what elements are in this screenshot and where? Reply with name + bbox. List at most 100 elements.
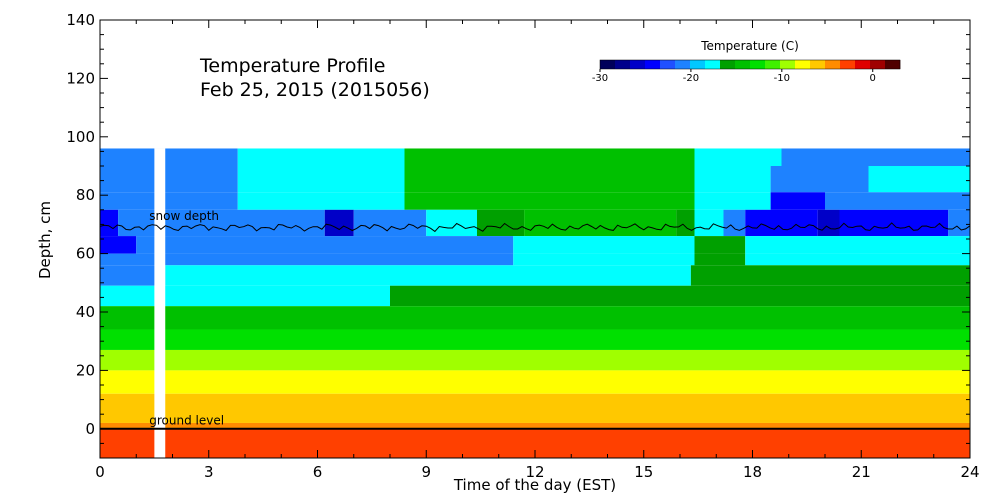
- heatmap-cell-r10-s0: [100, 349, 970, 371]
- heatmap-cell-r6-s0: [100, 265, 166, 286]
- colorbar-cell-6: [690, 60, 706, 69]
- y-tick-label-7: 140: [66, 11, 95, 29]
- colorbar-tick-label-2: -10: [774, 73, 790, 84]
- heatmap-cell-r3-s11: [817, 209, 840, 237]
- data-gap: [154, 148, 166, 459]
- annotation-0: snow depth: [149, 209, 219, 223]
- colorbar-cell-4: [660, 60, 676, 69]
- y-tick-label-4: 80: [76, 186, 95, 204]
- data-gap-layer: [154, 148, 166, 459]
- heatmap-cell-r13-s0: [100, 422, 970, 429]
- x-tick-label-6: 18: [743, 463, 762, 481]
- heatmap-cell-r3-s8: [694, 209, 724, 237]
- heatmap-cell-r8-s0: [100, 306, 970, 330]
- x-tick-label-1: 3: [204, 463, 214, 481]
- heatmap-cell-r5-s2: [694, 253, 746, 266]
- colorbar-cell-0: [600, 60, 616, 69]
- y-tick-label-5: 100: [66, 128, 95, 146]
- heatmap-cell-r1-s2: [404, 166, 695, 193]
- colorbar-cell-18: [870, 60, 886, 69]
- heatmap-cell-r9-s0: [100, 329, 970, 350]
- heatmap-cell-r11-s0: [100, 370, 970, 394]
- heatmap-cell-r3-s12: [839, 209, 949, 237]
- heatmap-cell-r3-s2: [324, 209, 354, 237]
- colorbar-tick-label-3: 0: [870, 73, 876, 84]
- heatmap-cell-r0-s1: [237, 148, 405, 166]
- chart-subtitle: Feb 25, 2015 (2015056): [200, 79, 430, 101]
- heatmap-cell-r5-s3: [745, 253, 970, 266]
- heatmap-cell-r0-s4: [781, 148, 970, 166]
- y-tick-label-6: 120: [66, 69, 95, 87]
- heatmap-cell-r4-s0: [100, 236, 137, 254]
- heatmap-cell-r3-s4: [426, 209, 477, 237]
- x-tick-label-4: 12: [525, 463, 544, 481]
- colorbar-cell-16: [840, 60, 856, 69]
- line-layer: snow depth ground level: [99, 209, 971, 430]
- colorbar-cell-10: [750, 60, 766, 69]
- colorbar-cell-12: [780, 60, 796, 69]
- heatmap-cell-r1-s5: [868, 166, 970, 193]
- colorbar-cell-9: [735, 60, 751, 69]
- ticks-layer: 0 3 6 9 12 15 18 21 24 0 20 40 60 80 100 120 140: [66, 11, 979, 481]
- heatmap-cell-r3-s1: [118, 209, 325, 237]
- x-axis-title: Time of the day (EST): [453, 476, 616, 494]
- heatmap-cell-r6-s1: [165, 265, 691, 286]
- heatmap-cell-r3-s9: [723, 209, 746, 237]
- heatmap-cell-r1-s1: [237, 166, 405, 193]
- heatmap-cell-r4-s3: [694, 236, 746, 254]
- y-tick-label-3: 60: [76, 245, 95, 263]
- chart-title: Temperature Profile: [199, 55, 385, 77]
- y-tick-label-0: 0: [85, 420, 95, 438]
- heatmap-cell-r3-s6: [524, 209, 677, 237]
- colorbar-title: Temperature (C): [700, 39, 799, 53]
- colorbar-cell-17: [855, 60, 871, 69]
- colorbar-cell-2: [630, 60, 646, 69]
- colorbar-cell-19: [885, 60, 901, 69]
- heatmap-cell-r3-s0: [100, 209, 119, 237]
- heatmap-cell-r2-s3: [694, 192, 771, 210]
- heatmap-cell-r4-s4: [745, 236, 970, 254]
- x-tick-label-7: 21: [852, 463, 871, 481]
- heatmap-cell-r0-s2: [404, 148, 695, 166]
- colorbar-cell-1: [615, 60, 631, 69]
- heatmap-cell-r4-s1: [136, 236, 514, 254]
- colorbar-tick-label-0: -30: [592, 73, 608, 84]
- heatmap-cell-r6-s2: [690, 265, 970, 286]
- colorbar-cell-11: [765, 60, 781, 69]
- colorbar-cell-3: [645, 60, 661, 69]
- x-tick-label-5: 15: [634, 463, 653, 481]
- heatmap-cell-r2-s2: [404, 192, 695, 210]
- x-tick-label-0: 0: [95, 463, 105, 481]
- colorbar-cell-13: [795, 60, 811, 69]
- x-tick-label-3: 9: [421, 463, 431, 481]
- heatmap-cell-r1-s0: [100, 166, 238, 193]
- heatmap-cell-r3-s7: [676, 209, 695, 237]
- colorbar-frame: [599, 59, 901, 70]
- heatmap-cell-r0-s0: [100, 148, 238, 166]
- colorbar-cell-5: [675, 60, 691, 69]
- heatmap-cell-r1-s3: [694, 166, 771, 193]
- heatmap-cell-r3-s5: [477, 209, 525, 237]
- heatmap-cell-r2-s1: [237, 192, 405, 210]
- x-tick-label-2: 6: [313, 463, 323, 481]
- heatmap-cell-r12-s0: [100, 393, 970, 423]
- colorbar-cell-7: [705, 60, 721, 69]
- y-tick-label-1: 20: [76, 361, 95, 379]
- heatmap-cell-r7-s0: [100, 285, 390, 307]
- heatmap-cell-r5-s1: [513, 253, 695, 266]
- heatmap-cell-r3-s13: [948, 209, 970, 237]
- heatmap-cell-r7-s1: [390, 285, 970, 307]
- y-axis-title: Depth, cm: [36, 201, 54, 279]
- colorbar: Temperature (C) -30 -20 -10 0: [592, 39, 901, 84]
- heatmap-cell-r3-s3: [353, 209, 427, 237]
- colorbar-tick-label-1: -20: [683, 73, 699, 84]
- colorbar-ticks: -30 -20 -10 0: [592, 69, 876, 84]
- snow-depth-line: [99, 222, 971, 233]
- heatmap-cell-r1-s4: [770, 166, 869, 193]
- annotation-1: ground level: [149, 413, 224, 427]
- y-tick-label-2: 40: [76, 303, 95, 321]
- heatmap-cell-r0-s3: [694, 148, 782, 166]
- x-tick-label-8: 24: [960, 463, 979, 481]
- heatmap-layer: [100, 148, 970, 458]
